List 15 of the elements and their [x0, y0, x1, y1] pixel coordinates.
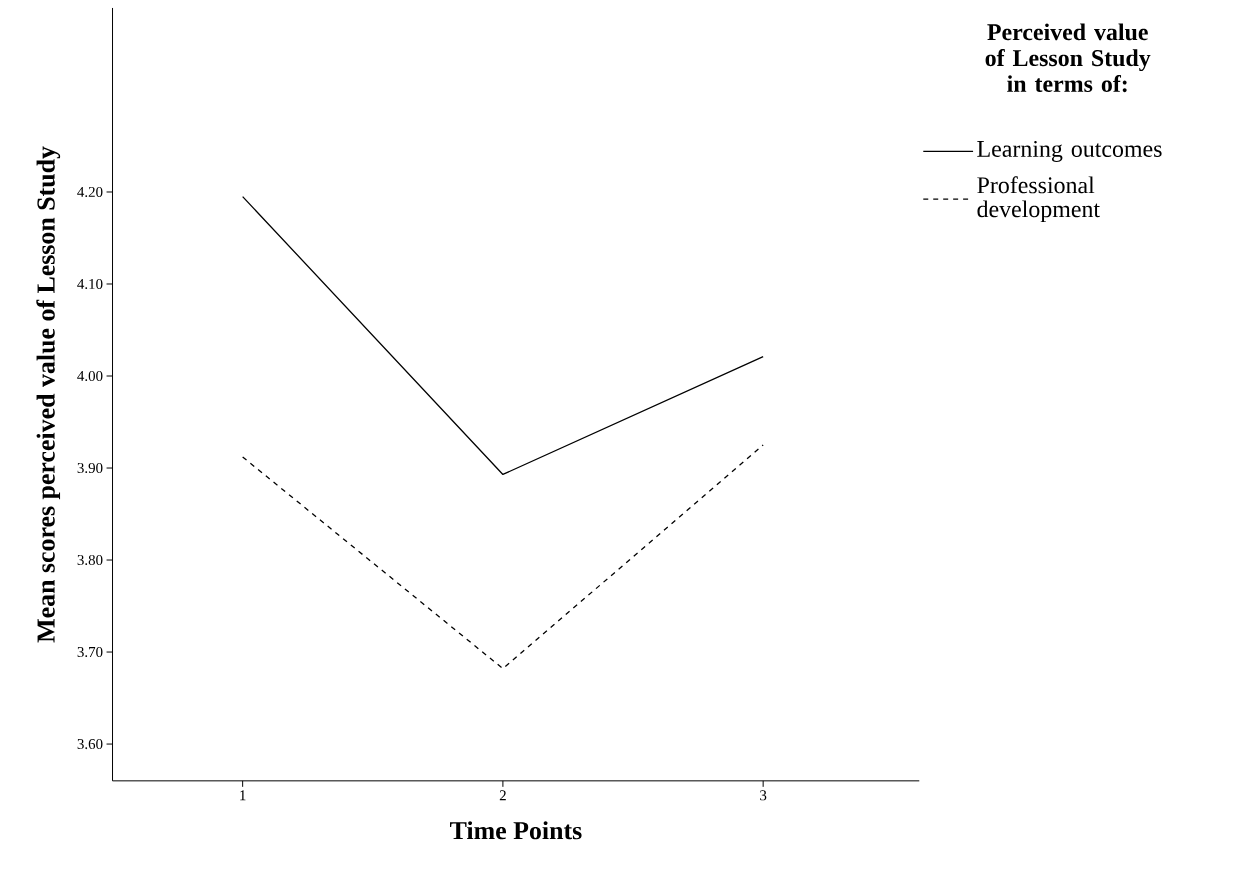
y-axis-title: Mean scores perceived value of Lesson Study: [36, 146, 61, 643]
x-tick-label: 1: [240, 790, 246, 800]
x-axis-title: Time Points: [450, 820, 582, 840]
y-tick-label: 4.10: [77, 278, 103, 289]
legend-label: Learning outcomes: [977, 140, 1162, 162]
y-tick-label: 3.90: [77, 462, 103, 473]
y-tick-label: 3.80: [77, 554, 103, 565]
legend-label: Professional development: [977, 176, 1100, 222]
x-tick-label: 3: [760, 790, 767, 801]
y-tick-label: 3.70: [77, 646, 103, 657]
y-tick-label: 3.60: [77, 738, 103, 749]
x-tick-label: 2: [499, 790, 506, 800]
legend-title: Perceived value of Lesson Study in terms of:: [985, 23, 1151, 92]
y-tick-label: 4.00: [77, 370, 103, 381]
y-tick-label: 4.20: [77, 186, 103, 197]
